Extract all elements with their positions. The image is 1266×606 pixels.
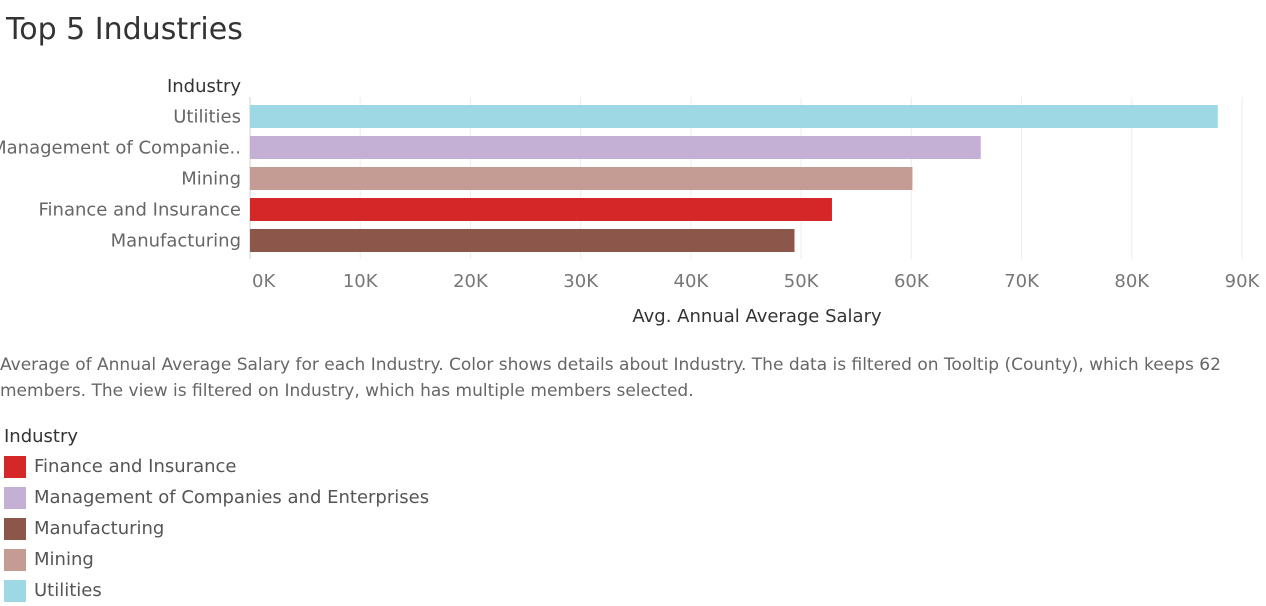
legend-item[interactable]: Manufacturing (4, 513, 429, 544)
x-axis-label: Avg. Annual Average Salary (632, 306, 882, 327)
category-label: Management of Companie.. (0, 138, 241, 159)
legend-items: Finance and Insurance Management of Compa… (4, 451, 429, 606)
x-tick-label: 70K (1004, 271, 1040, 292)
legend-swatch (4, 517, 26, 540)
x-tick-label: 50K (784, 271, 820, 292)
category-label: Utilities (173, 107, 241, 128)
legend-title: Industry (4, 426, 79, 447)
bars[interactable] (250, 105, 1218, 252)
x-tick-label: 90K (1225, 271, 1261, 292)
chart-caption: Average of Annual Average Salary for eac… (0, 355, 1221, 401)
x-tick-label: 40K (674, 271, 710, 292)
x-tick-label: 60K (894, 271, 930, 292)
legend-item[interactable]: Mining (4, 544, 429, 575)
x-tick-label: 10K (343, 271, 379, 292)
legend-swatch (4, 486, 26, 509)
bar[interactable] (250, 167, 913, 190)
category-label: Mining (181, 169, 241, 190)
bar[interactable] (250, 229, 795, 252)
legend-swatch (4, 579, 26, 602)
legend: Industry Finance and Insurance Management… (4, 426, 429, 606)
legend-swatch (4, 548, 26, 571)
legend-label: Utilities (34, 580, 102, 601)
category-label: Finance and Insurance (39, 200, 241, 221)
category-labels: Utilities Management of Companie.. Mining F… (0, 107, 241, 252)
x-tick-label: 20K (453, 271, 489, 292)
bar-chart: Industry Utilities Management of Companie… (0, 76, 1261, 327)
bar[interactable] (250, 105, 1218, 128)
x-tick-label: 30K (563, 271, 599, 292)
legend-label: Management of Companies and Enterprises (34, 487, 430, 508)
legend-label: Mining (34, 549, 94, 570)
chart-title: Top 5 Industries (6, 12, 243, 47)
legend-item[interactable]: Management of Companies and Enterprises (4, 482, 429, 513)
row-header: Industry (167, 76, 241, 97)
bar[interactable] (250, 198, 832, 221)
x-tick-label: 0K (252, 271, 276, 292)
legend-label: Manufacturing (34, 518, 165, 539)
x-tick-label: 80K (1114, 271, 1150, 292)
category-label: Manufacturing (111, 231, 241, 252)
legend-item[interactable]: Utilities (4, 575, 429, 606)
legend-item[interactable]: Finance and Insurance (4, 451, 429, 482)
legend-swatch (4, 455, 26, 478)
legend-label: Finance and Insurance (34, 456, 237, 477)
x-tick-labels: 0K 10K 20K 30K 40K 50K 60K 70K 80K 90K (252, 271, 1261, 292)
bar[interactable] (250, 136, 981, 159)
